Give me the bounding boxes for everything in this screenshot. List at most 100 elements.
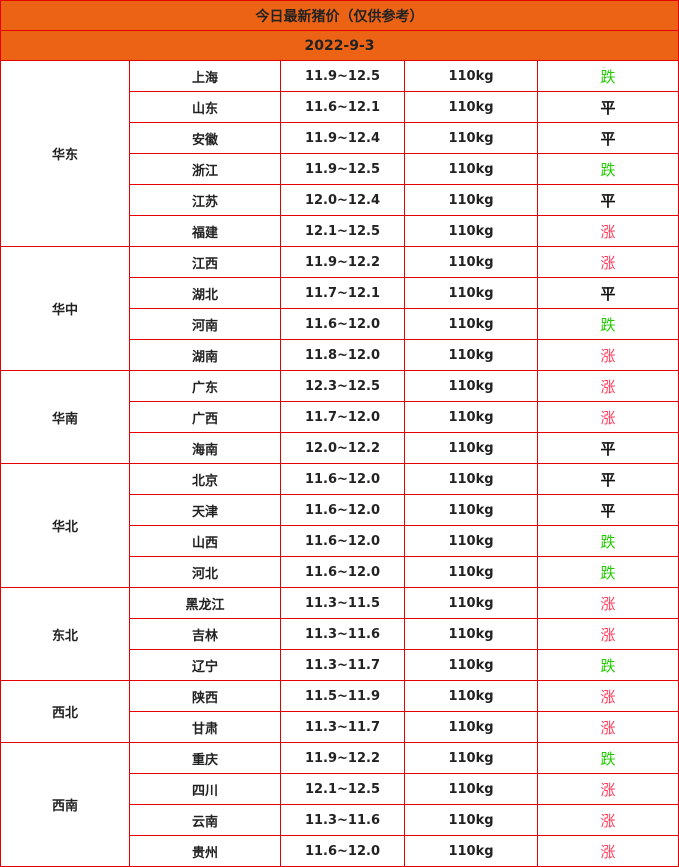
table-row: 吉林 11.3~11.6 110kg 涨 [1,618,679,650]
price-cell: 11.6~12.0 [280,835,405,867]
table-row: 浙江 11.9~12.5 110kg 跌 [1,153,679,185]
trend-cell: 涨 [536,246,679,278]
province-cell: 辽宁 [129,649,281,681]
trend-cell: 涨 [536,711,679,743]
weight-cell: 110kg [404,184,538,216]
weight-cell: 110kg [404,556,538,588]
province-cell: 海南 [129,432,281,464]
table-row: 东北 黑龙江 11.3~11.5 110kg 涨 [0,587,679,681]
price-cell: 11.9~12.2 [280,742,405,774]
trend-cell: 跌 [536,60,679,92]
table-row: 江苏 12.0~12.4 110kg 平 [1,184,679,216]
price-cell: 11.6~12.0 [280,525,405,557]
table-row: 华北 北京 11.6~12.0 110kg 平 [0,463,679,588]
province-cell: 陕西 [129,680,281,712]
trend-cell: 涨 [536,773,679,805]
weight-cell: 110kg [404,339,538,371]
table-row: 湖南 11.8~12.0 110kg 涨 [1,339,679,371]
price-cell: 12.0~12.4 [280,184,405,216]
province-cell: 湖北 [129,277,281,309]
price-cell: 11.3~11.7 [280,649,405,681]
trend-cell: 跌 [536,742,679,774]
trend-cell: 涨 [536,587,679,619]
price-cell: 11.6~12.0 [280,308,405,340]
price-cell: 12.1~12.5 [280,215,405,247]
weight-cell: 110kg [404,649,538,681]
price-cell: 11.7~12.0 [280,401,405,433]
price-cell: 11.8~12.0 [280,339,405,371]
weight-cell: 110kg [404,587,538,619]
table-date: 2022-9-3 [0,30,679,61]
trend-cell: 涨 [536,339,679,371]
trend-cell: 涨 [536,215,679,247]
table-title: 今日最新猪价（仅供参考） [0,0,679,31]
trend-cell: 跌 [536,649,679,681]
price-cell: 11.9~12.4 [280,122,405,154]
price-cell: 11.3~11.7 [280,711,405,743]
trend-cell: 平 [536,494,679,526]
region-cell: 华东 [0,60,130,247]
province-cell: 贵州 [129,835,281,867]
trend-cell: 涨 [536,680,679,712]
weight-cell: 110kg [404,122,538,154]
trend-cell: 涨 [536,835,679,867]
weight-cell: 110kg [404,60,538,92]
trend-cell: 平 [536,184,679,216]
price-cell: 11.6~12.0 [280,494,405,526]
table-row: 西北 陕西 11.5~11.9 110kg 涨 [0,680,679,743]
province-cell: 天津 [129,494,281,526]
trend-cell: 涨 [536,618,679,650]
province-cell: 山东 [129,91,281,123]
province-cell: 黑龙江 [129,587,281,619]
weight-cell: 110kg [404,308,538,340]
province-cell: 河北 [129,556,281,588]
table-row: 华中 江西 11.9~12.2 110kg 涨 [0,246,679,371]
province-cell: 河南 [129,308,281,340]
province-cell: 江苏 [129,184,281,216]
weight-cell: 110kg [404,153,538,185]
price-cell: 11.6~12.0 [280,463,405,495]
trend-cell: 平 [536,91,679,123]
price-cell: 11.5~11.9 [280,680,405,712]
trend-cell: 跌 [536,556,679,588]
region-cell: 华中 [0,246,130,371]
province-cell: 北京 [129,463,281,495]
weight-cell: 110kg [404,835,538,867]
trend-cell: 涨 [536,804,679,836]
table-row: 山东 11.6~12.1 110kg 平 [1,91,679,123]
table-row: 安徽 11.9~12.4 110kg 平 [1,122,679,154]
weight-cell: 110kg [404,432,538,464]
weight-cell: 110kg [404,246,538,278]
table-row: 山西 11.6~12.0 110kg 跌 [1,525,679,557]
trend-cell: 涨 [536,370,679,402]
trend-cell: 涨 [536,401,679,433]
trend-cell: 平 [536,432,679,464]
weight-cell: 110kg [404,215,538,247]
table-row: 河南 11.6~12.0 110kg 跌 [1,308,679,340]
weight-cell: 110kg [404,370,538,402]
table-row: 华东 上海 11.9~12.5 110kg 跌 [0,60,679,247]
table-row: 贵州 11.6~12.0 110kg 涨 [1,835,679,867]
trend-cell: 跌 [536,308,679,340]
province-cell: 广西 [129,401,281,433]
weight-cell: 110kg [404,463,538,495]
province-cell: 云南 [129,804,281,836]
province-cell: 上海 [129,60,281,92]
province-cell: 广东 [129,370,281,402]
table-row: 云南 11.3~11.6 110kg 涨 [1,804,679,836]
table-row: 河北 11.6~12.0 110kg 跌 [1,556,679,588]
price-cell: 12.1~12.5 [280,773,405,805]
table-row: 西南 重庆 11.9~12.2 110kg 跌 [0,742,679,867]
price-cell: 12.3~12.5 [280,370,405,402]
weight-cell: 110kg [404,494,538,526]
price-cell: 11.9~12.5 [280,153,405,185]
weight-cell: 110kg [404,773,538,805]
weight-cell: 110kg [404,804,538,836]
weight-cell: 110kg [404,742,538,774]
region-cell: 华北 [0,463,130,588]
price-cell: 11.6~12.1 [280,91,405,123]
table-row: 天津 11.6~12.0 110kg 平 [1,494,679,526]
weight-cell: 110kg [404,401,538,433]
region-cell: 西北 [0,680,130,743]
